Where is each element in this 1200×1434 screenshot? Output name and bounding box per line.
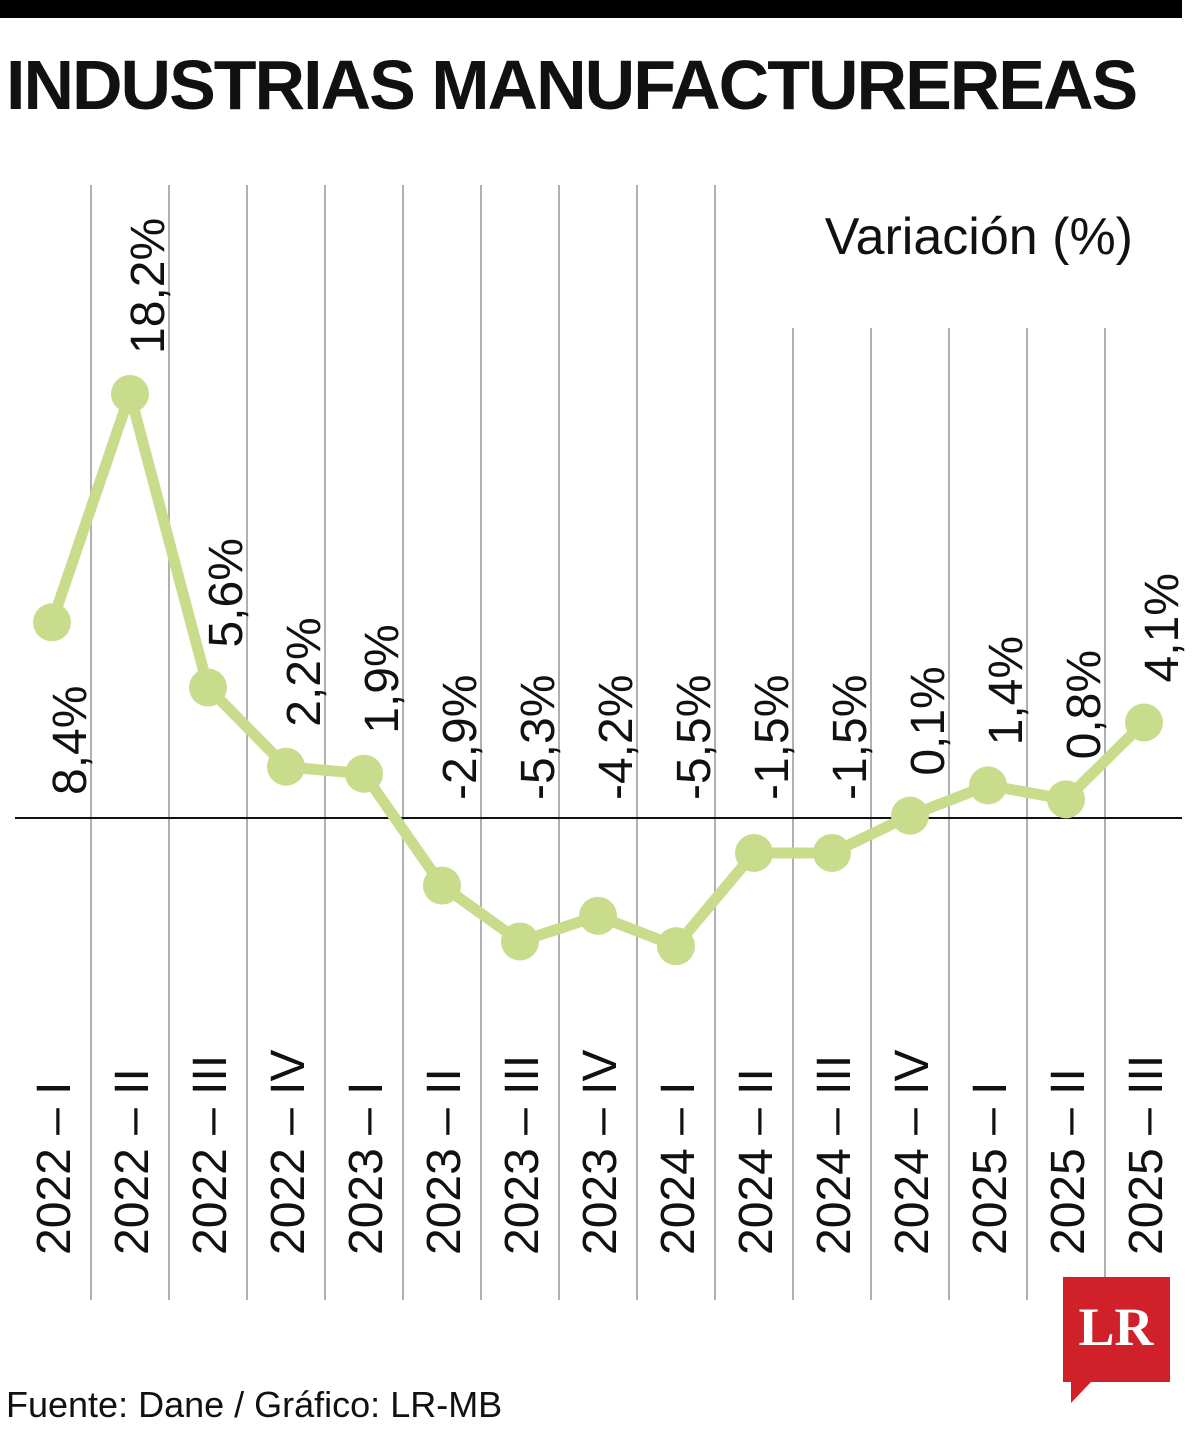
source-note: Fuente: Dane / Gráfico: LR-MB bbox=[6, 1384, 503, 1425]
grid-lines bbox=[90, 185, 1106, 1300]
data-label: -4,2% bbox=[590, 675, 643, 800]
data-point bbox=[735, 833, 773, 872]
data-label: 1,4% bbox=[980, 636, 1033, 745]
data-point bbox=[1047, 780, 1085, 819]
data-point bbox=[969, 766, 1007, 805]
x-tick-label: 2022 – III bbox=[184, 1055, 237, 1255]
lr-logo-shape bbox=[1063, 1277, 1170, 1403]
page-title: INDUSTRIAS MANUFACTUREREAS bbox=[6, 46, 1138, 124]
x-tick-label: 2023 – III bbox=[496, 1055, 549, 1255]
data-point bbox=[501, 922, 539, 961]
data-point bbox=[267, 747, 305, 786]
data-points bbox=[33, 374, 1163, 966]
data-label: -5,3% bbox=[512, 675, 565, 800]
data-point bbox=[189, 668, 227, 707]
x-tick-label: 2022 – I bbox=[28, 1082, 81, 1255]
data-label: 18,2% bbox=[122, 218, 175, 354]
lr-logo: LR bbox=[1063, 1277, 1170, 1403]
y-axis-label: Variación (%) bbox=[825, 208, 1133, 266]
data-point bbox=[345, 754, 383, 793]
data-label: 5,6% bbox=[200, 538, 253, 647]
x-tick-label: 2025 – I bbox=[964, 1082, 1017, 1255]
x-tick-labels: 2022 – I 2022 – II 2022 – III 2022 – IV 2023… bbox=[28, 1050, 1173, 1256]
x-tick-label: 2025 – III bbox=[1120, 1055, 1173, 1255]
x-tick-label: 2024 – II bbox=[730, 1068, 783, 1255]
x-tick-label: 2022 – IV bbox=[262, 1050, 315, 1256]
data-point bbox=[891, 796, 929, 835]
lr-logo-text: LR bbox=[1078, 1297, 1154, 1357]
data-label: -5,5% bbox=[668, 675, 721, 800]
data-labels: 8,4% 18,2% 5,6% 2,2% 1,9% -2,9% -5,3% -4,2% -5,5… bbox=[44, 218, 1189, 800]
x-tick-label: 2025 – II bbox=[1042, 1068, 1095, 1255]
data-point bbox=[1125, 703, 1163, 742]
x-tick-label: 2023 – II bbox=[418, 1068, 471, 1255]
data-label: 0,1% bbox=[902, 666, 955, 775]
top-bar bbox=[0, 0, 1182, 18]
data-label: -1,5% bbox=[746, 675, 799, 800]
data-point bbox=[33, 603, 71, 642]
data-point bbox=[423, 866, 461, 905]
data-label: 4,1% bbox=[1136, 573, 1189, 682]
x-tick-label: 2023 – IV bbox=[574, 1050, 627, 1256]
x-tick-label: 2023 – I bbox=[340, 1082, 393, 1255]
data-point bbox=[579, 896, 617, 935]
x-tick-label: 2024 – IV bbox=[886, 1050, 939, 1256]
data-label: 8,4% bbox=[44, 686, 97, 795]
x-tick-label: 2024 – III bbox=[808, 1055, 861, 1255]
x-tick-label: 2022 – II bbox=[106, 1068, 159, 1255]
x-tick-label: 2024 – I bbox=[652, 1082, 705, 1255]
data-point bbox=[813, 833, 851, 872]
data-label: 0,8% bbox=[1058, 650, 1111, 759]
data-label: -2,9% bbox=[434, 675, 487, 800]
data-label: -1,5% bbox=[824, 675, 877, 800]
data-point bbox=[657, 927, 695, 966]
data-point bbox=[111, 374, 149, 413]
data-label: 2,2% bbox=[278, 617, 331, 726]
data-label: 1,9% bbox=[356, 624, 409, 733]
